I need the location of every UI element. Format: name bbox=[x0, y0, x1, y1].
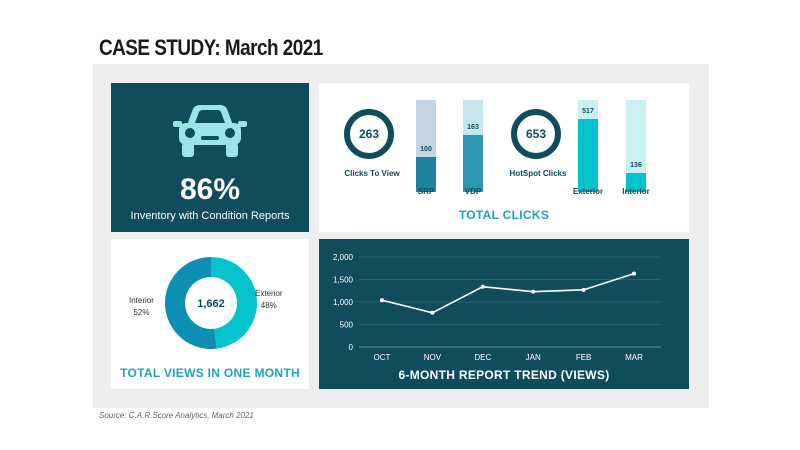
y-tick-label: 500 bbox=[340, 321, 354, 330]
x-tick-label: DEC bbox=[474, 353, 491, 362]
bar-vdp-value: 163 bbox=[467, 123, 479, 131]
bar-vdp-label: VDP bbox=[464, 187, 482, 196]
y-tick-label: 1,000 bbox=[333, 298, 354, 307]
bar-interior bbox=[626, 172, 646, 192]
data-point bbox=[430, 310, 435, 315]
donut-chart: 1,662 bbox=[165, 257, 257, 349]
bar-exterior-label: Exterior bbox=[572, 187, 604, 196]
bar-exterior bbox=[578, 119, 598, 192]
bar-interior-label: Interior bbox=[622, 187, 650, 196]
total-views-panel: 1,662 Interior 52% Exterior 48% TOTAL VI… bbox=[111, 239, 309, 389]
car-icon bbox=[173, 105, 247, 157]
data-point bbox=[632, 271, 636, 276]
bar-srp-value: 100 bbox=[420, 146, 432, 154]
kpi-label: Inventory with Condition Reports bbox=[130, 210, 290, 222]
x-tick-label: FEB bbox=[576, 353, 592, 362]
y-tick-label: 1,500 bbox=[333, 276, 354, 285]
x-tick-label: JAN bbox=[526, 353, 541, 362]
kpi-panel: 86% Inventory with Condition Reports bbox=[111, 83, 309, 232]
bar-exterior-value: 517 bbox=[582, 108, 594, 116]
bar-interior-value: 136 bbox=[630, 161, 642, 169]
data-point bbox=[531, 289, 536, 294]
bar-vdp bbox=[463, 134, 483, 192]
clicks-to-view-total: 263 bbox=[344, 109, 394, 159]
total-clicks-panel: 263 Clicks To View 653 HotSpot Clicks 10… bbox=[319, 83, 689, 232]
interior-name: Interior bbox=[129, 296, 154, 305]
bar-exterior-track bbox=[578, 100, 598, 192]
bar-srp bbox=[416, 157, 436, 192]
trend-panel: 0 500 1,000 1,500 2,000 OCT NOV DEC JAN FEB MAR 6-… bbox=[319, 239, 689, 389]
donut-legend-exterior: Exterior 48% bbox=[255, 288, 283, 312]
exterior-name: Exterior bbox=[255, 289, 283, 298]
exterior-pct: 48% bbox=[260, 301, 277, 310]
trend-title: 6-MONTH REPORT TREND (VIEWS) bbox=[398, 368, 610, 382]
data-point bbox=[480, 284, 485, 289]
data-point bbox=[380, 298, 384, 303]
x-tick-label: OCT bbox=[374, 353, 391, 362]
series-line bbox=[381, 272, 635, 314]
data-point bbox=[581, 287, 586, 292]
y-tick-label: 0 bbox=[349, 343, 354, 352]
donut-center-label: 1,662 bbox=[197, 298, 225, 310]
donut-hole bbox=[185, 277, 237, 329]
source-note: Source: C.A.R.Score Analytics, March 202… bbox=[99, 411, 254, 420]
bar-srp-label: SRP bbox=[417, 187, 435, 196]
donut-legend-interior: Interior 52% bbox=[129, 295, 154, 319]
total-clicks-title: TOTAL CLICKS bbox=[458, 208, 550, 222]
bar-vdp-track bbox=[463, 100, 483, 192]
hotspot-clicks-total: 653 bbox=[511, 109, 561, 159]
bar-srp-track bbox=[416, 100, 436, 192]
x-tick-label: NOV bbox=[424, 353, 442, 362]
page-title: CASE STUDY: March 2021 bbox=[99, 35, 323, 60]
clicks-to-view-label: Clicks To View bbox=[344, 169, 400, 178]
interior-pct: 52% bbox=[133, 308, 150, 317]
line-chart: 0 500 1,000 1,500 2,000 OCT NOV DEC JAN FEB MAR bbox=[333, 253, 661, 362]
hotspot-clicks-label: HotSpot Clicks bbox=[509, 169, 567, 178]
bar-interior-track bbox=[626, 100, 646, 192]
kpi-value: 86% bbox=[179, 173, 241, 206]
total-views-title: TOTAL VIEWS IN ONE MONTH bbox=[120, 366, 300, 380]
y-tick-label: 2,000 bbox=[333, 253, 354, 262]
x-tick-label: MAR bbox=[625, 353, 643, 362]
